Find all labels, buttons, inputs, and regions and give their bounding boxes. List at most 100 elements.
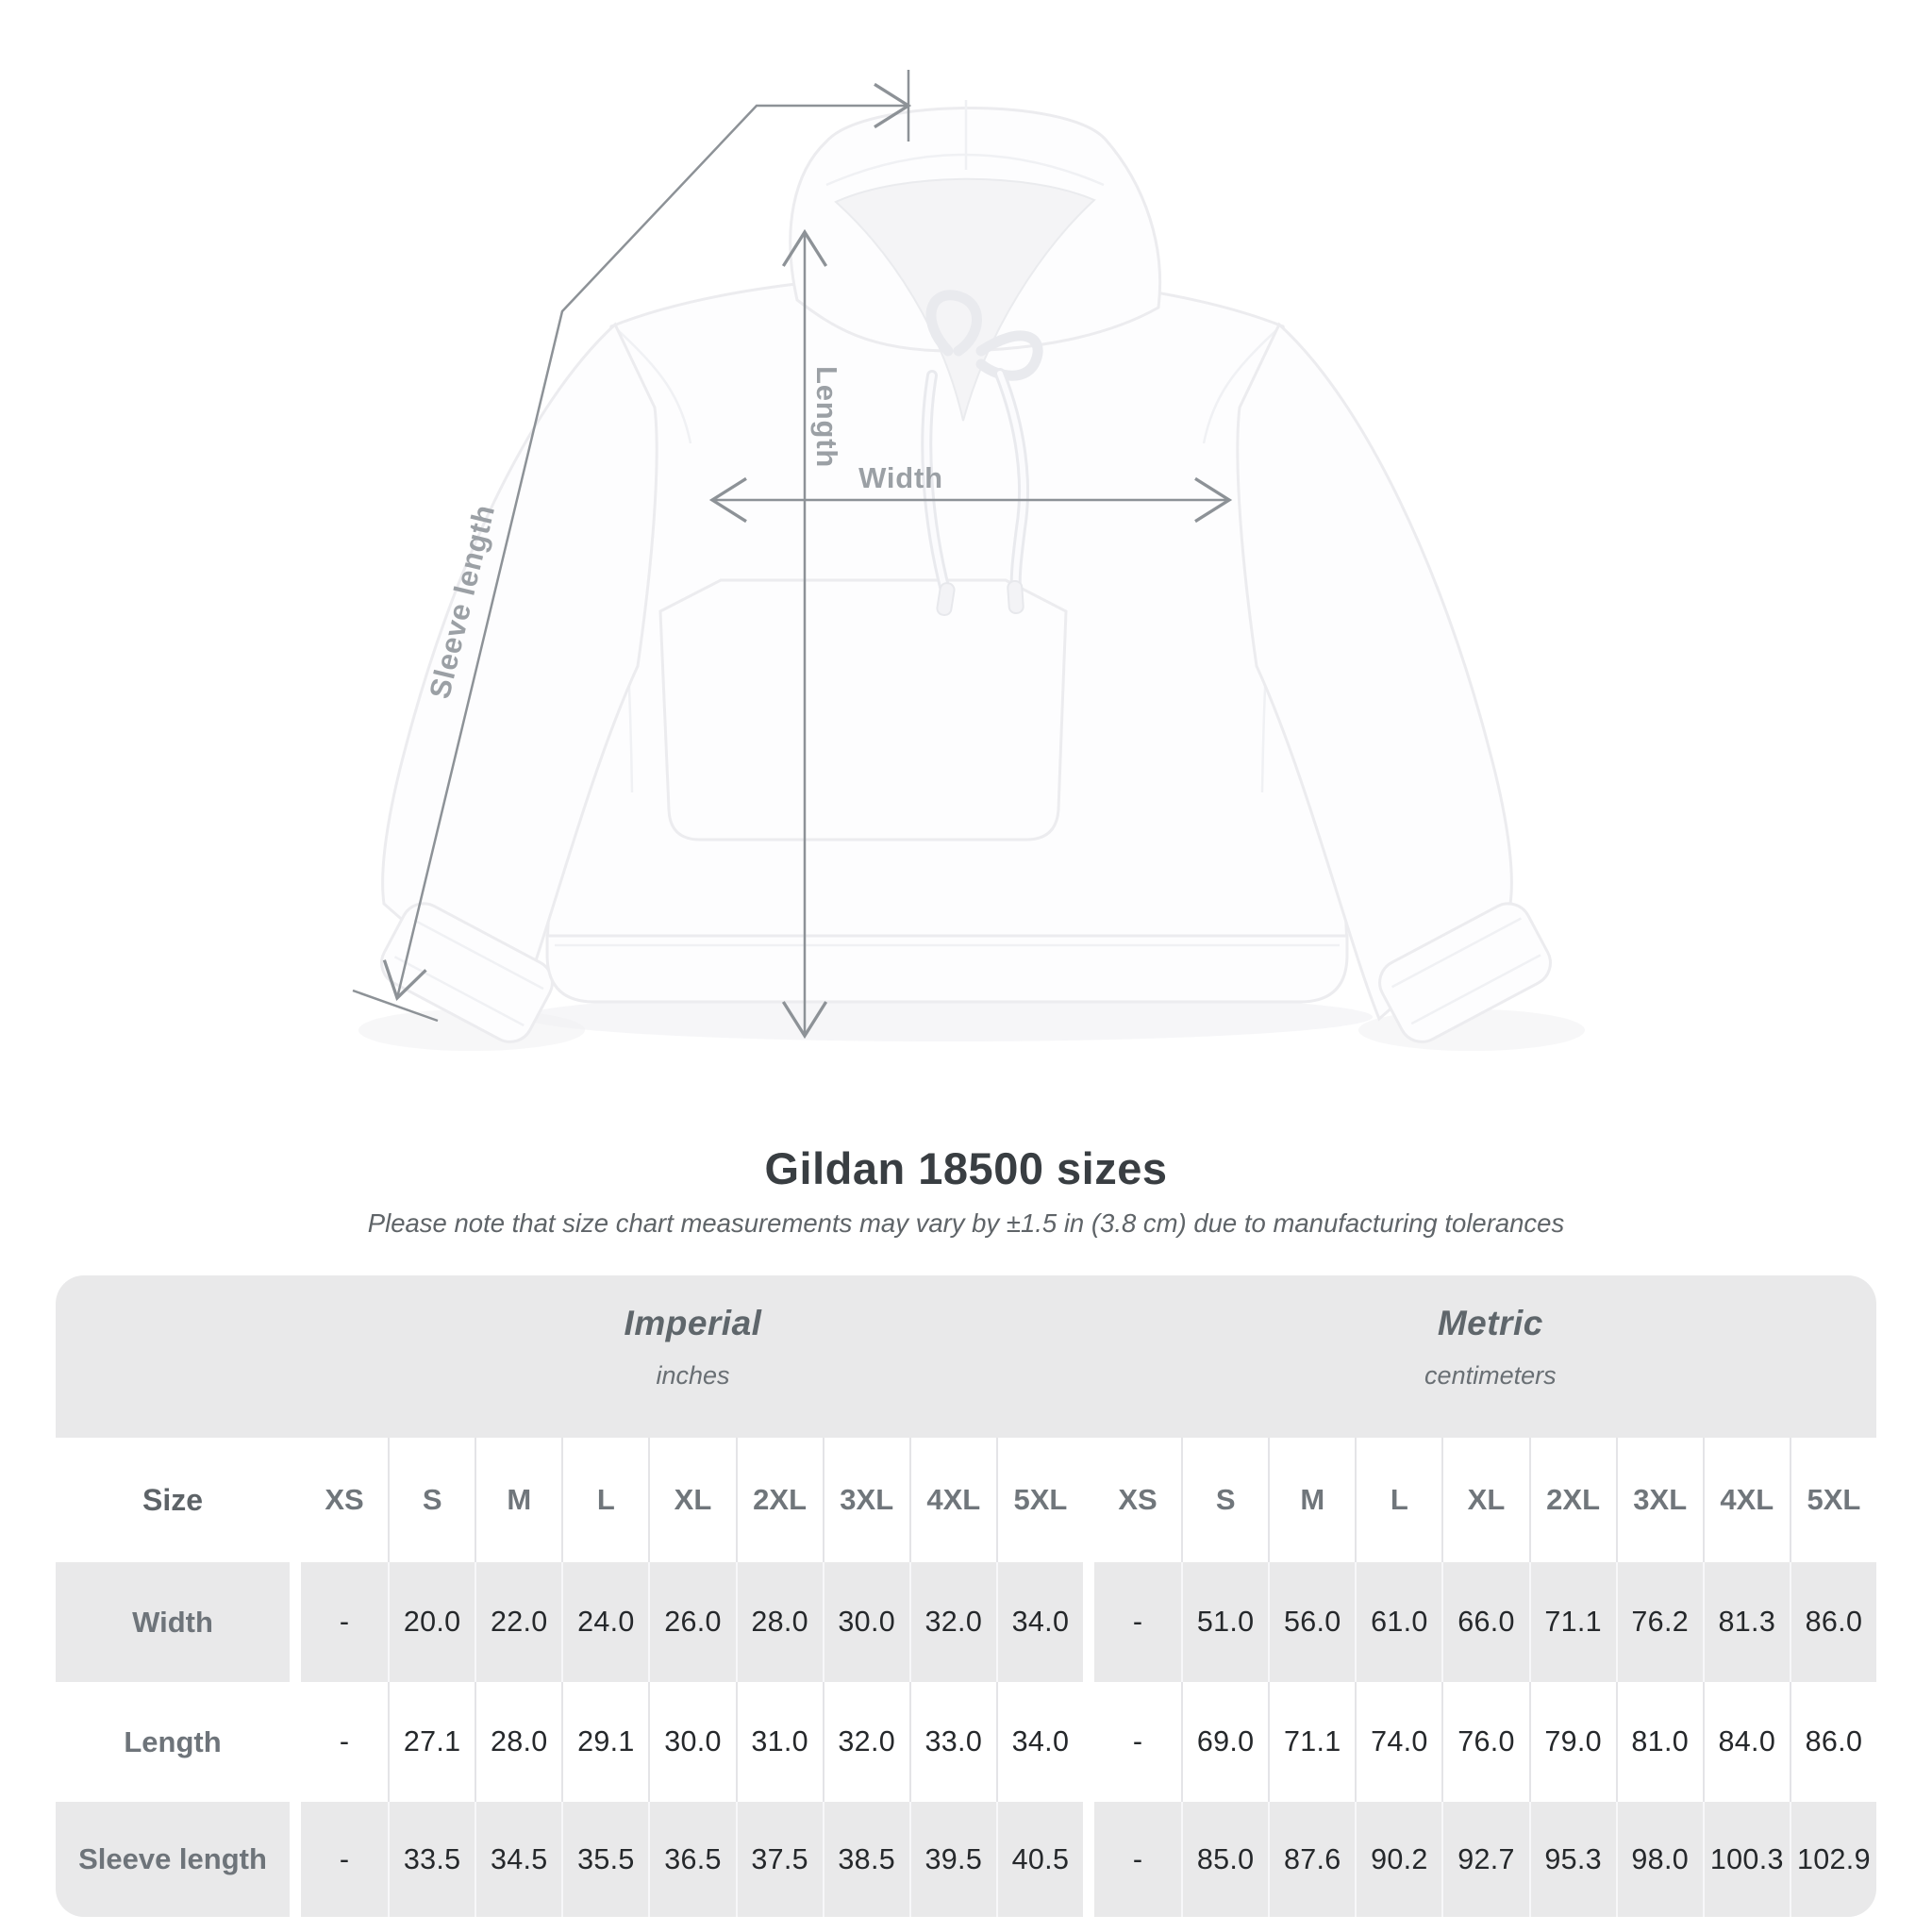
column-header: L — [561, 1438, 649, 1562]
measurement-cell: 71.1 — [1268, 1682, 1356, 1802]
column-header: M — [1268, 1438, 1356, 1562]
group-gap — [290, 1438, 301, 1562]
hoodie-sleeve-right — [1236, 322, 1513, 1022]
measurement-cell: 29.1 — [561, 1682, 649, 1802]
shoulder-seam-right — [1202, 329, 1277, 444]
measurement-cell: - — [1094, 1682, 1182, 1802]
measurement-cell: 28.0 — [735, 1562, 823, 1682]
group-gap — [290, 1682, 301, 1802]
column-header: 4XL — [908, 1438, 996, 1562]
measurement-cell: 81.3 — [1702, 1562, 1790, 1682]
measurement-cell: 36.5 — [648, 1802, 736, 1917]
group-gap — [1083, 1682, 1094, 1802]
unit-band: Imperial inches Metric centimeters — [56, 1275, 1876, 1438]
measurement-cell: - — [1094, 1562, 1182, 1682]
measurement-cell: 34.0 — [995, 1682, 1083, 1802]
sleeve-end-tick — [352, 989, 439, 1023]
measurement-cell: 56.0 — [1268, 1562, 1356, 1682]
measurement-cell: 40.5 — [995, 1802, 1083, 1917]
measurement-cell: 30.0 — [822, 1562, 909, 1682]
column-header: S — [388, 1438, 475, 1562]
measurement-cell: 76.0 — [1441, 1682, 1529, 1802]
column-header: XS — [1094, 1438, 1182, 1562]
measurement-cell: 33.0 — [908, 1682, 996, 1802]
measurement-grid: Size XS S M L XL 2XL 3XL 4XL 5XL XS S M L XL 2XL 3XL 4XL 5… — [56, 1438, 1876, 1917]
size-table: Imperial inches Metric centimeters Size X… — [56, 1275, 1876, 1917]
measurement-cell: 84.0 — [1702, 1682, 1790, 1802]
column-header: M — [475, 1438, 562, 1562]
measurement-cell: 100.3 — [1702, 1802, 1790, 1917]
column-header: XS — [301, 1438, 389, 1562]
group-gap — [1083, 1438, 1094, 1562]
column-header: L — [1355, 1438, 1442, 1562]
measurement-cell: 39.5 — [908, 1802, 996, 1917]
measurement-cell: 26.0 — [648, 1562, 736, 1682]
measurement-cell: 37.5 — [735, 1802, 823, 1917]
measurement-cell: - — [301, 1562, 389, 1682]
group-gap — [1083, 1802, 1094, 1917]
metric-name: Metric — [1437, 1304, 1543, 1342]
measurement-cell: 38.5 — [822, 1802, 909, 1917]
measurement-cell: 61.0 — [1355, 1562, 1442, 1682]
measurement-cell: 95.3 — [1528, 1802, 1616, 1917]
measurement-cell: 76.2 — [1615, 1562, 1703, 1682]
measurement-cell: 24.0 — [561, 1562, 649, 1682]
page-title: Gildan 18500 sizes — [764, 1143, 1168, 1193]
imperial-unit: inches — [656, 1361, 730, 1390]
group-gap — [1083, 1562, 1094, 1682]
column-header: XL — [648, 1438, 736, 1562]
column-header: 2XL — [1528, 1438, 1616, 1562]
measurement-cell: 32.0 — [822, 1682, 909, 1802]
measurement-cell: - — [301, 1802, 389, 1917]
kangaroo-pocket — [658, 578, 1068, 841]
metric-unit-header: Metric centimeters — [1424, 1304, 1557, 1391]
measurement-cell: 30.0 — [648, 1682, 736, 1802]
metric-unit: centimeters — [1424, 1361, 1557, 1390]
measurement-cell: 66.0 — [1441, 1562, 1529, 1682]
measurement-cell: - — [1094, 1802, 1182, 1917]
measurement-cell: 86.0 — [1789, 1682, 1876, 1802]
measurement-cell: 20.0 — [388, 1562, 475, 1682]
measurement-cell: 74.0 — [1355, 1682, 1442, 1802]
column-header: 3XL — [822, 1438, 909, 1562]
column-header: S — [1181, 1438, 1269, 1562]
measurement-cell: 81.0 — [1615, 1682, 1703, 1802]
hoodie-measurement-diagram: Length Width Sleeve length — [352, 70, 1552, 1043]
measurement-cell: 79.0 — [1528, 1682, 1616, 1802]
measurement-cell: 27.1 — [388, 1682, 475, 1802]
measurement-cell: 33.5 — [388, 1802, 475, 1917]
measurement-cell: 90.2 — [1355, 1802, 1442, 1917]
imperial-name: Imperial — [624, 1304, 762, 1342]
measurement-cell: 98.0 — [1615, 1802, 1703, 1917]
width-label: Width — [858, 461, 943, 494]
measurement-cell: 71.1 — [1528, 1562, 1616, 1682]
column-header: 4XL — [1702, 1438, 1790, 1562]
measurement-cell: 51.0 — [1181, 1562, 1269, 1682]
sleeve-length-line — [382, 82, 912, 1002]
measurement-cell: 86.0 — [1789, 1562, 1876, 1682]
measurement-cell: 87.6 — [1268, 1802, 1356, 1917]
measurement-cell: 32.0 — [908, 1562, 996, 1682]
column-header: 5XL — [995, 1438, 1083, 1562]
column-header: 3XL — [1615, 1438, 1703, 1562]
measurement-cell: 35.5 — [561, 1802, 649, 1917]
measurement-cell: 92.7 — [1441, 1802, 1529, 1917]
measurement-cell: 34.0 — [995, 1562, 1083, 1682]
cuff-right — [1378, 902, 1552, 1043]
measurement-cell: 28.0 — [475, 1682, 562, 1802]
group-gap — [290, 1802, 301, 1917]
measurement-cell: 31.0 — [735, 1682, 823, 1802]
imperial-unit-header: Imperial inches — [625, 1304, 762, 1391]
measurement-cell: 69.0 — [1181, 1682, 1269, 1802]
row-label: Size — [56, 1438, 290, 1562]
measurement-cell: 22.0 — [475, 1562, 562, 1682]
column-header: 5XL — [1789, 1438, 1876, 1562]
measurement-cell: 102.9 — [1789, 1802, 1876, 1917]
row-label: Sleeve length — [56, 1802, 290, 1917]
column-header: 2XL — [735, 1438, 823, 1562]
measurement-cell: - — [301, 1682, 389, 1802]
measurement-cell: 85.0 — [1181, 1802, 1269, 1917]
column-header: XL — [1441, 1438, 1529, 1562]
row-label: Width — [56, 1562, 290, 1682]
